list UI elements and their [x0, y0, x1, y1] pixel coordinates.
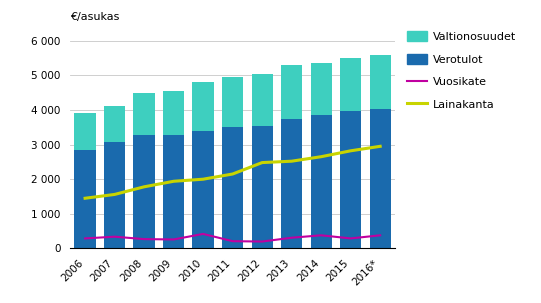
Bar [222, 77, 243, 127]
Bar [281, 118, 302, 248]
Bar [163, 135, 184, 248]
Legend: Valtionosuudet, Verotulot, Vuosikate, Lainakanta: Valtionosuudet, Verotulot, Vuosikate, La… [407, 32, 516, 110]
Bar [193, 131, 214, 248]
Bar [252, 74, 273, 126]
Text: €/asukas: €/asukas [70, 12, 120, 22]
Bar [311, 63, 332, 115]
Bar [281, 65, 302, 118]
Bar [252, 126, 273, 248]
Bar [370, 55, 391, 109]
Bar [193, 82, 214, 131]
Bar [163, 91, 184, 135]
Bar [75, 150, 96, 248]
Bar [134, 93, 155, 135]
Bar [222, 127, 243, 248]
Bar [75, 113, 96, 150]
Bar [340, 111, 361, 248]
Bar [340, 58, 361, 111]
Bar [104, 142, 125, 248]
Bar [134, 135, 155, 248]
Bar [311, 115, 332, 248]
Bar [104, 106, 125, 142]
Bar [370, 109, 391, 248]
